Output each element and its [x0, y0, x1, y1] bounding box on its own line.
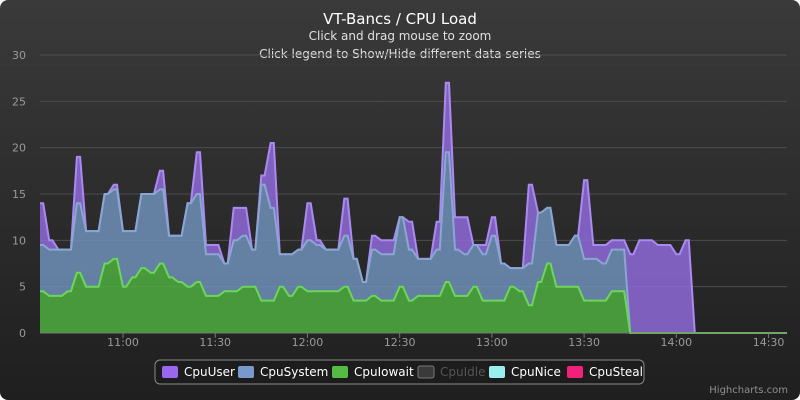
y-tick-label: 20: [12, 142, 26, 155]
credits-link[interactable]: Highcharts.com: [709, 385, 788, 396]
legend-swatch: [567, 366, 583, 378]
legend-item-cpunice[interactable]: CpuNice: [489, 365, 561, 379]
legend-swatch: [332, 366, 348, 378]
series-cpuiowait-area[interactable]: [40, 258, 787, 333]
legend-label: CpuSteal: [589, 365, 643, 379]
x-tick-label: 11:30: [199, 336, 231, 349]
x-tick-label: 11:00: [107, 336, 139, 349]
y-tick-label: 10: [12, 234, 26, 247]
x-tick-label: 12:00: [292, 336, 324, 349]
legend-swatch: [417, 365, 435, 379]
y-tick-label: 15: [12, 188, 26, 201]
legend-swatch: [238, 366, 254, 378]
legend-label: CpuNice: [511, 365, 561, 379]
legend-item-cpusystem[interactable]: CpuSystem: [238, 365, 328, 379]
legend-label: CpuSystem: [260, 365, 328, 379]
x-tick-label: 12:30: [384, 336, 416, 349]
chart-subtitle-line-1: Click and drag mouse to zoom: [309, 29, 492, 43]
y-tick-label: 0: [19, 327, 26, 340]
legend-box: [154, 359, 645, 385]
legend-item-cpusteal[interactable]: CpuSteal: [567, 365, 643, 379]
axes: 0 5 10 15 20 25 30 11:00 11:30 12:00 12:30 13:00 13:…: [12, 49, 787, 349]
legend-label: CpuIdle: [440, 365, 485, 379]
legend-item-cpuuser[interactable]: CpuUser: [162, 365, 235, 379]
chart-title: VT-Bancs / CPU Load: [323, 10, 477, 28]
legend-swatch: [489, 366, 505, 378]
legend[interactable]: CpuUser CpuSystem CpuIowait CpuIdle CpuNice C…: [154, 359, 645, 385]
y-tick-label: 5: [19, 281, 26, 294]
x-tick-label: 13:00: [476, 336, 508, 349]
legend-swatch: [162, 366, 178, 378]
series-cpuuser-line[interactable]: [40, 81, 787, 334]
x-tick-label: 14:00: [660, 336, 692, 349]
x-tick-label: 14:30: [753, 336, 785, 349]
legend-item-cpuiowait[interactable]: CpuIowait: [332, 365, 414, 379]
y-tick-label: 25: [12, 95, 26, 108]
x-tick-label: 13:30: [568, 336, 600, 349]
legend-item-cpuidle[interactable]: CpuIdle: [417, 365, 485, 379]
legend-label: CpuIowait: [354, 365, 414, 379]
y-tick-label: 30: [12, 49, 26, 62]
chart-subtitle-line-2: Click legend to Show/Hide different data…: [259, 47, 541, 61]
series-cpusystem-area[interactable]: [40, 152, 787, 333]
legend-label: CpuUser: [184, 365, 235, 379]
plot-area[interactable]: [40, 81, 787, 334]
